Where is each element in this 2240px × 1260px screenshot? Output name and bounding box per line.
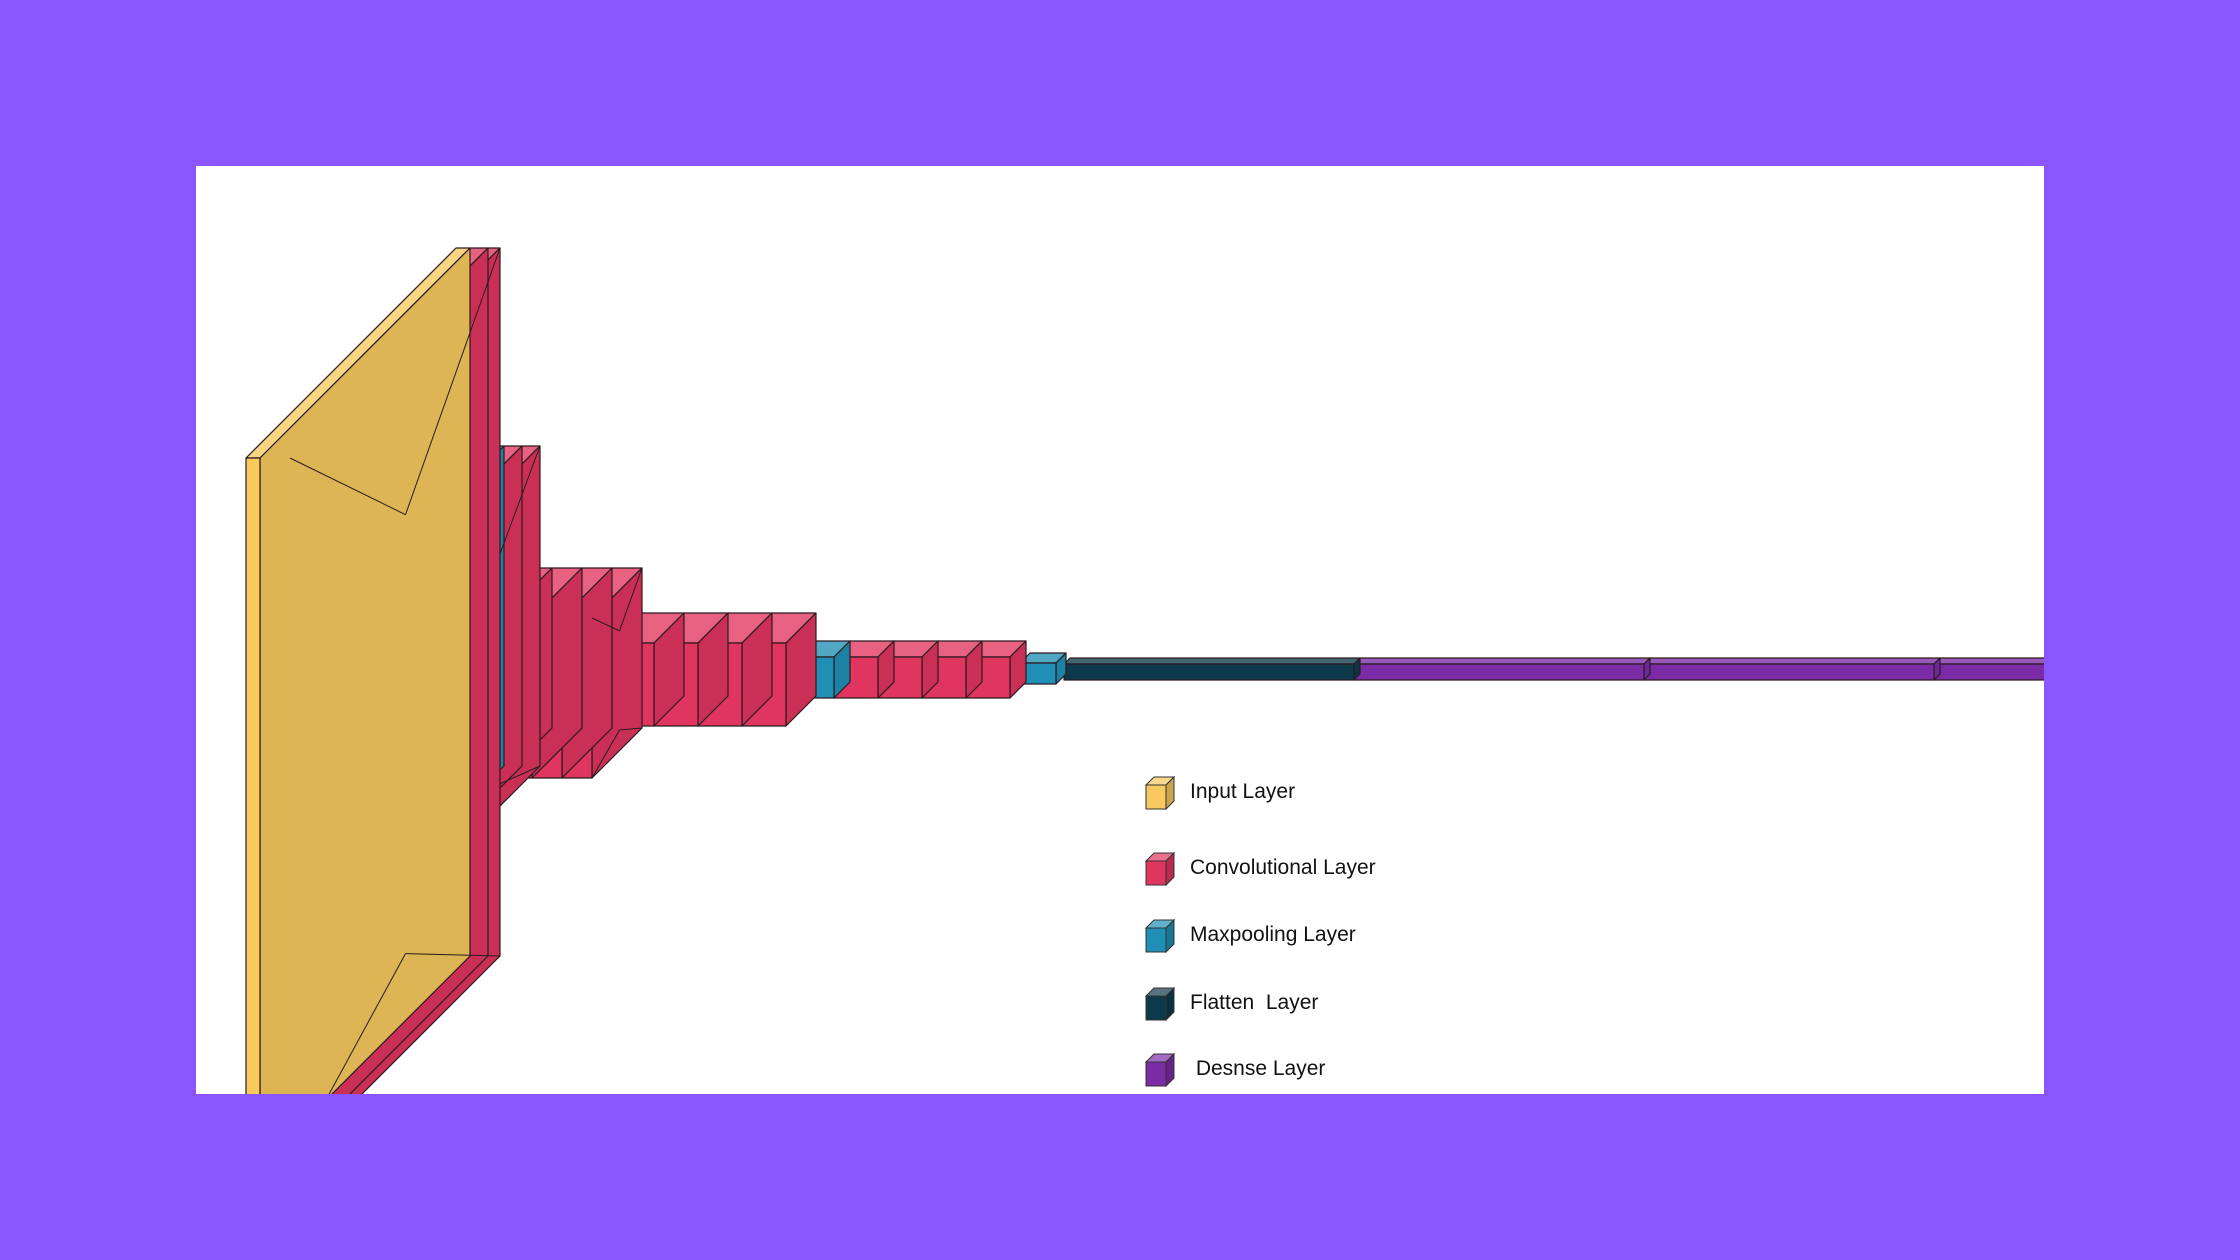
dense-layer-block [1933,657,2044,681]
stage-7 [1063,657,2044,681]
legend-item-flatten: Flatten Layer [1140,978,1318,1028]
input-side-face [259,247,471,1094]
dense-layer-block [1643,657,1941,681]
input-front-face [245,457,261,1094]
dense-front-face [1643,663,1935,681]
legend-item-maxpooling: Maxpooling Layer [1140,910,1356,960]
legend-label-dense: Desnse Layer [1190,1057,1326,1080]
legend-item-convolutional: Convolutional Layer [1140,843,1376,893]
cnn-architecture-diagram [245,247,2044,1094]
perspective-edge [289,457,406,516]
legend-item-dense: Desnse Layer [1140,1044,1325,1094]
perspective-edge [328,953,406,1094]
dense-top-face [1353,657,1651,665]
perspective-edge [405,247,501,515]
dense-layer-block [1353,657,1651,681]
cube-icon [1144,851,1176,887]
perspective-edge [591,729,620,779]
cube-icon [1144,986,1176,1022]
stage-6 [1019,652,1067,685]
legend-label-convolutional: Convolutional Layer [1190,856,1376,879]
legend-label-input: Input Layer [1190,780,1296,803]
stage-5 [795,640,1027,699]
legend-label-flatten: Flatten Layer [1190,991,1319,1014]
perspective-edge [619,567,643,631]
input-layer-block [245,247,471,1094]
flatten-front-face [1063,663,1355,681]
perspective-edge [619,727,643,731]
dense-top-face [1933,657,2044,665]
cube-icon [1144,775,1176,811]
cube-icon [1144,1052,1176,1088]
legend-item-input: Input Layer [1140,767,1295,817]
dense-top-face [1643,657,1941,665]
perspective-edge [591,617,620,632]
perspective-edge [405,953,501,957]
dense-front-face [1933,663,2044,681]
flatten-top-face [1063,657,1361,665]
dense-front-face [1353,663,1645,681]
legend-label-maxpooling: Maxpooling Layer [1190,923,1356,946]
diagram-panel: Input Layer Convolutional Layer Maxpooli… [196,166,2044,1094]
stage-1 [245,247,501,1094]
pool-layer-block [1019,652,1067,685]
cube-icon [1144,918,1176,954]
flatten-layer-block [1063,657,1361,681]
